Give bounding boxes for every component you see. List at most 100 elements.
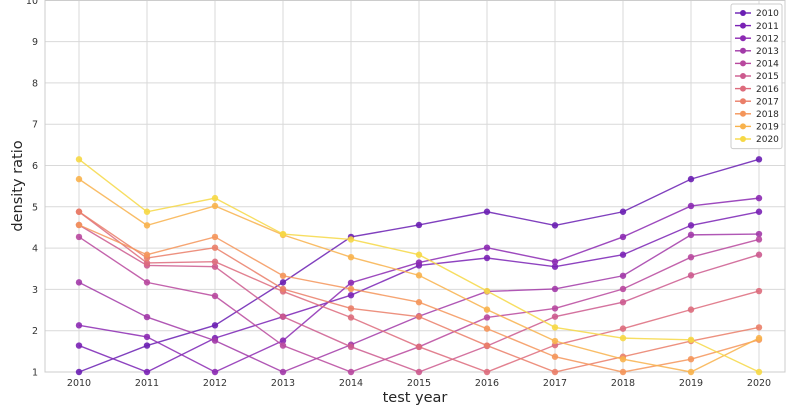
data-point-2011 (483, 254, 491, 262)
data-point-2013 (687, 231, 695, 239)
y-tick-label: 9 (32, 37, 38, 48)
y-tick-label: 7 (32, 120, 38, 131)
data-point-2020 (619, 334, 627, 342)
x-tick-label: 2018 (611, 378, 635, 389)
legend-marker (740, 85, 746, 92)
data-point-2019 (75, 175, 83, 183)
legend-label: 2019 (756, 123, 779, 133)
legend-label: 2017 (756, 97, 779, 107)
data-point-2013 (551, 285, 559, 293)
y-axis-title: density ratio (10, 140, 26, 231)
legend-item: 2012 (735, 34, 779, 44)
y-tick-label: 2 (32, 326, 38, 337)
data-point-2020 (755, 368, 763, 376)
data-point-2010 (415, 221, 423, 229)
data-point-2020 (211, 194, 219, 202)
data-point-2012 (143, 333, 151, 341)
data-point-2011 (687, 222, 695, 229)
data-point-2011 (619, 251, 627, 258)
legend-marker (740, 110, 746, 117)
data-point-2018 (211, 233, 219, 241)
data-point-2015 (619, 299, 627, 306)
data-point-2019 (143, 222, 151, 229)
legend-marker (740, 10, 746, 16)
legend-marker (740, 22, 746, 29)
data-point-2010 (143, 342, 151, 349)
data-point-2019 (619, 355, 627, 363)
data-point-2019 (211, 202, 219, 210)
data-point-2012 (551, 258, 559, 265)
data-point-2012 (687, 202, 695, 210)
legend-item: 2014 (735, 60, 779, 70)
legend-item: 2019 (735, 123, 779, 133)
x-tick-label: 2012 (203, 378, 227, 389)
series-2012 (75, 194, 763, 376)
data-point-2017 (75, 208, 83, 215)
legend-label: 2018 (756, 110, 779, 120)
data-point-2017 (347, 305, 355, 312)
legend-label: 2013 (756, 47, 779, 57)
y-tick-label: 4 (32, 244, 38, 255)
legend-item: 2018 (735, 110, 779, 120)
data-point-2016 (347, 314, 355, 321)
legend-label: 2015 (756, 72, 779, 82)
data-point-2012 (211, 368, 219, 376)
tick-labels: 1 2 3 4 5 6 7 8 9 10 2010 2011 2012 2013 2014 2015 2016 2… (26, 0, 771, 389)
legend-label: 2011 (756, 22, 779, 32)
data-point-2020 (279, 230, 287, 238)
data-point-2017 (483, 342, 491, 349)
data-point-2016 (687, 306, 695, 313)
data-point-2010 (211, 322, 219, 329)
data-point-2014 (483, 314, 491, 321)
data-point-2015 (755, 251, 763, 258)
series-layer (75, 156, 763, 376)
data-point-2013 (211, 337, 219, 344)
legend-item: 2016 (735, 85, 779, 95)
legend-label: 2010 (756, 9, 779, 19)
data-point-2017 (415, 313, 423, 320)
data-point-2011 (347, 291, 355, 299)
data-point-2011 (75, 342, 83, 349)
x-tick-label: 2011 (135, 378, 159, 389)
y-tick-label: 5 (32, 202, 38, 213)
data-point-2015 (347, 343, 355, 351)
data-point-2018 (415, 299, 423, 306)
data-point-2015 (415, 368, 423, 376)
legend-label: 2014 (756, 60, 779, 70)
series-2020 (75, 156, 763, 376)
data-point-2011 (143, 368, 151, 376)
data-point-2012 (347, 279, 355, 286)
legend-label: 2016 (756, 85, 779, 95)
data-point-2013 (143, 313, 151, 321)
x-tick-label: 2014 (339, 378, 363, 389)
data-point-2016 (211, 258, 219, 265)
data-point-2012 (755, 194, 763, 202)
data-point-2013 (619, 272, 627, 279)
data-point-2012 (619, 233, 627, 241)
data-point-2018 (483, 325, 491, 332)
data-point-2013 (279, 368, 287, 376)
data-point-2014 (143, 279, 151, 286)
x-tick-label: 2020 (747, 378, 771, 389)
data-point-2012 (483, 244, 491, 251)
data-point-2015 (211, 263, 219, 270)
data-point-2014 (619, 285, 627, 293)
data-point-2014 (347, 368, 355, 376)
data-point-2015 (687, 272, 695, 279)
data-point-2011 (551, 263, 559, 270)
data-point-2010 (551, 222, 559, 229)
plot-frame (44, 0, 786, 373)
data-point-2019 (551, 337, 559, 345)
data-point-2014 (755, 236, 763, 243)
legend-marker (740, 35, 746, 42)
data-point-2020 (687, 336, 695, 343)
legend-label: 2012 (756, 34, 779, 44)
data-point-2010 (483, 208, 491, 215)
data-point-2015 (551, 313, 559, 320)
x-tick-label: 2019 (679, 378, 703, 389)
data-point-2015 (279, 313, 287, 320)
y-tick-label: 8 (32, 78, 38, 89)
x-axis-title: test year (383, 390, 448, 406)
legend-marker (740, 123, 746, 130)
